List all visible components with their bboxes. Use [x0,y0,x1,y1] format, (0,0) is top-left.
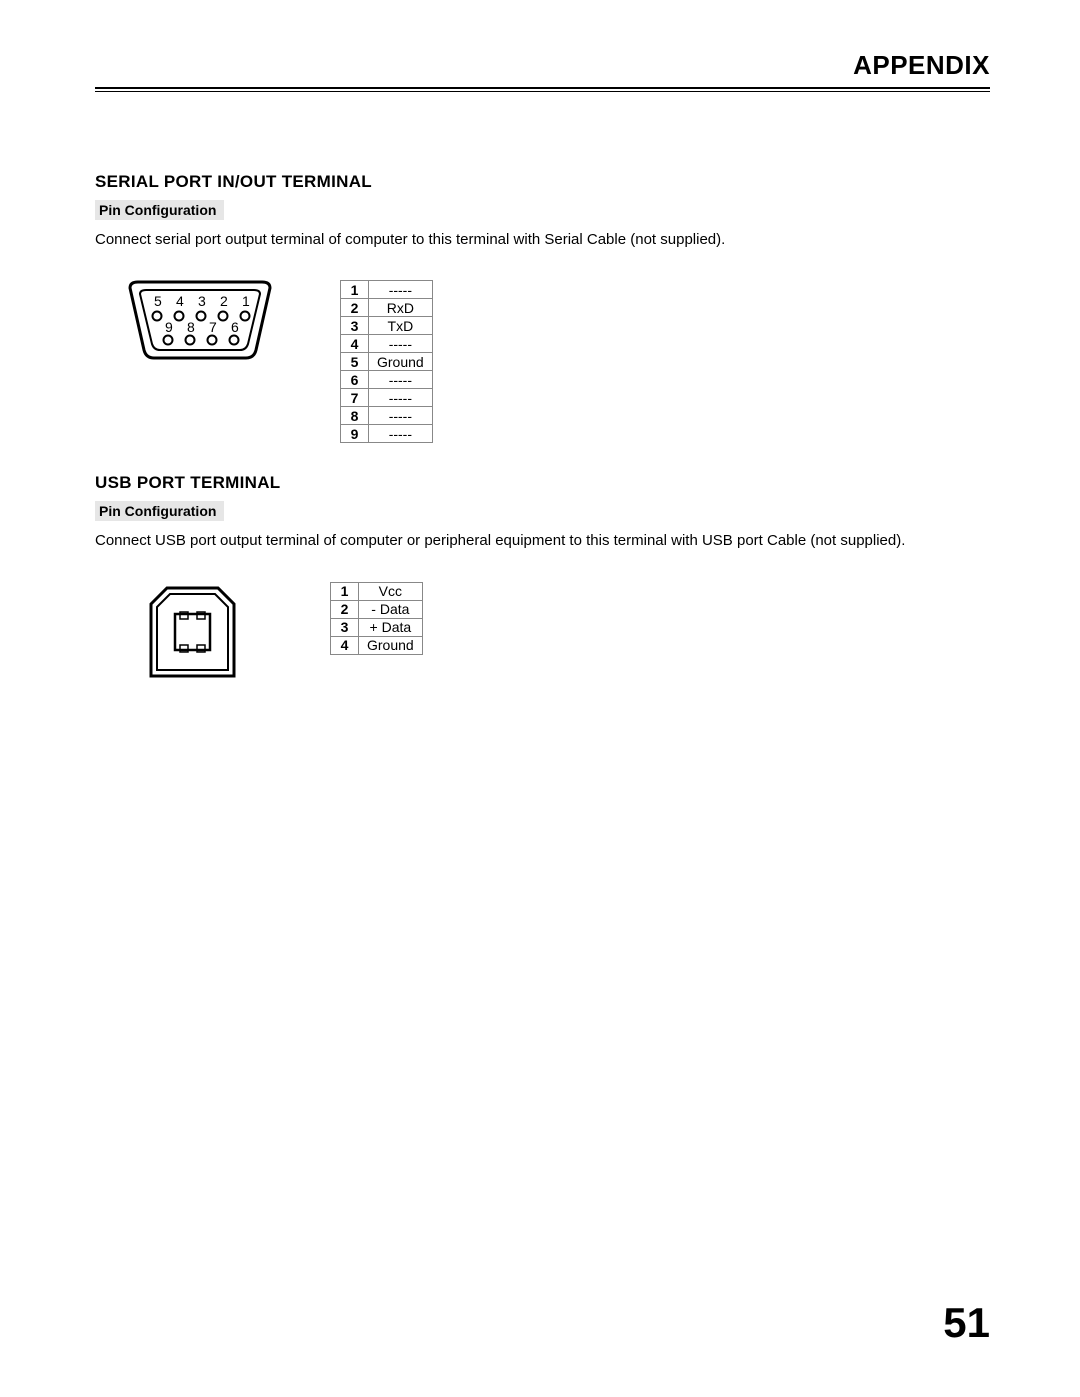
header-rule [95,87,990,92]
usb-section-title: USB PORT TERMINAL [95,473,990,493]
serial-section-text: Connect serial port output terminal of c… [95,230,990,250]
table-row: 2- Data [331,600,423,618]
table-row: 6----- [341,371,433,389]
page-header-title: APPENDIX [95,50,990,81]
serial-pin-label-7: 7 [209,319,217,335]
serial-pin-label-5: 5 [154,293,162,309]
serial-pin-config-label: Pin Configuration [95,200,224,220]
table-row: 1Vcc [331,582,423,600]
table-row: 4Ground [331,636,423,654]
table-row: 2RxD [341,299,433,317]
serial-pin-label-2: 2 [220,293,228,309]
serial-pin-label-8: 8 [187,319,195,335]
table-row: 5Ground [341,353,433,371]
serial-section-title: SERIAL PORT IN/OUT TERMINAL [95,172,990,192]
table-row: 9----- [341,425,433,443]
serial-db9-diagram: 5 4 3 2 1 9 8 7 6 [120,280,280,370]
table-row: 7----- [341,389,433,407]
serial-pin-label-4: 4 [176,293,184,309]
serial-pin-table: 1----- 2RxD 3TxD 4----- 5Ground 6----- 7… [340,280,433,443]
usb-section-text: Connect USB port output terminal of comp… [95,531,990,551]
table-row: 3TxD [341,317,433,335]
table-row: 3+ Data [331,618,423,636]
usb-pin-table: 1Vcc 2- Data 3+ Data 4Ground [330,582,423,655]
table-row: 4----- [341,335,433,353]
serial-pin-label-9: 9 [165,319,173,335]
serial-pin-label-6: 6 [231,319,239,335]
serial-pin-label-3: 3 [198,293,206,309]
page-number: 51 [943,1299,990,1347]
serial-pin-label-1: 1 [242,293,250,309]
usb-pin-config-label: Pin Configuration [95,501,224,521]
table-row: 8----- [341,407,433,425]
table-row: 1----- [341,281,433,299]
usb-b-diagram [145,582,240,682]
